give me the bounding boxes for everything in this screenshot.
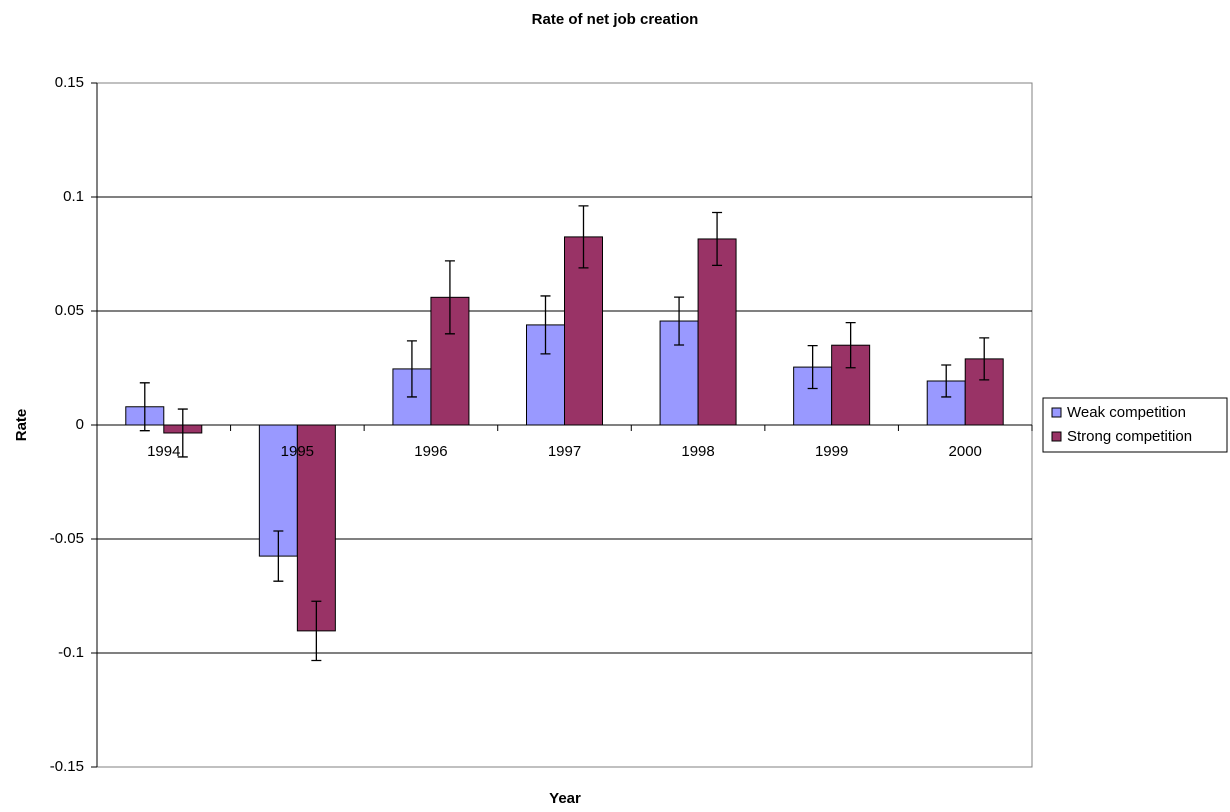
x-tick-label: 1998 — [681, 443, 714, 460]
error-bar — [444, 260, 455, 335]
y-tick-label: 0.1 — [63, 188, 84, 205]
error-bar — [311, 600, 322, 662]
x-tick-label: 1994 — [147, 443, 180, 460]
y-tick-label: -0.1 — [58, 644, 84, 661]
y-tick-label: -0.05 — [50, 530, 84, 547]
error-bar — [406, 340, 417, 398]
y-tick-label: -0.15 — [50, 758, 84, 775]
legend-swatch — [1051, 407, 1062, 418]
y-tick-label: 0 — [76, 416, 84, 433]
y-axis-label: Rate — [13, 409, 30, 442]
error-bar — [273, 530, 284, 582]
legend-label: Weak competition — [1067, 404, 1186, 421]
x-tick-label: 1999 — [815, 443, 848, 460]
error-bar — [807, 345, 818, 390]
error-bar — [845, 321, 856, 369]
chart-title: Rate of net job creation — [532, 11, 699, 28]
error-bar — [674, 296, 685, 346]
bar — [296, 424, 336, 632]
y-tick-label: 0.15 — [55, 74, 84, 91]
error-bar — [578, 205, 589, 269]
x-tick-label: 2000 — [949, 443, 982, 460]
error-bar — [941, 364, 952, 398]
y-tick-label: 0.05 — [55, 302, 84, 319]
legend-label: Strong competition — [1067, 428, 1192, 445]
x-axis-label: Year — [549, 790, 581, 807]
x-tick-label: 1995 — [281, 443, 314, 460]
error-bar — [177, 408, 188, 458]
error-bar — [540, 295, 551, 355]
legend-swatch — [1051, 431, 1062, 442]
error-bar — [979, 337, 990, 381]
error-bar — [712, 211, 723, 267]
bar — [697, 238, 737, 426]
error-bar — [139, 382, 150, 432]
x-tick-label: 1997 — [548, 443, 581, 460]
legend-box — [1042, 397, 1228, 453]
x-tick-label: 1996 — [414, 443, 447, 460]
